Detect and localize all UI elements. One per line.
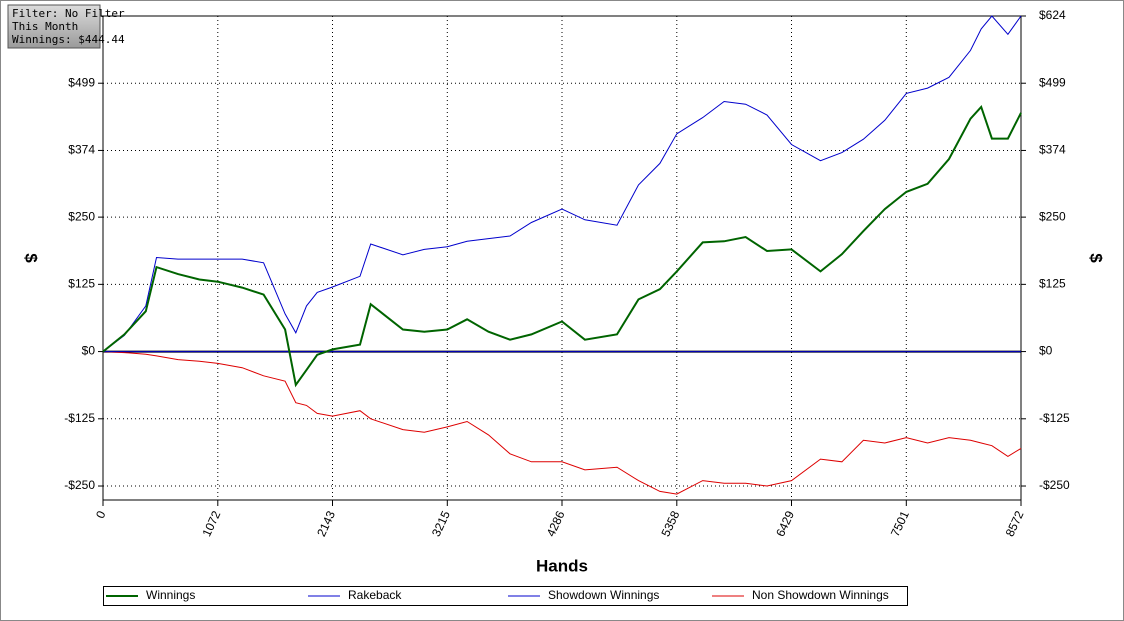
series-line <box>102 104 1022 388</box>
y-axis-title: $ <box>22 253 41 263</box>
y2-tick-label: $624 <box>1039 8 1066 22</box>
y2-tick-label: $250 <box>1039 209 1066 223</box>
info-box-bg <box>7 4 101 49</box>
series-line <box>102 351 1022 495</box>
y2-tick-label: $499 <box>1039 75 1066 89</box>
legend-label: Rakeback <box>348 588 402 602</box>
lines <box>102 15 1022 495</box>
y2-axis-title: $ <box>1087 253 1106 263</box>
y2-tick-label: -$250 <box>1039 478 1070 492</box>
y-tick-label: -$125 <box>64 411 95 425</box>
y-tick-label: $0 <box>82 344 96 358</box>
info-line: This Month <box>12 20 78 33</box>
info-line: Filter: No Filter <box>12 7 125 20</box>
legend-label: Non Showdown Winnings <box>752 588 889 602</box>
legend-items: Winnings Rakeback Showdown Winnings Non Sho… <box>106 588 889 602</box>
legend <box>103 586 908 606</box>
y-tick-label: $499 <box>68 75 95 89</box>
legend-label: Showdown Winnings <box>548 588 659 602</box>
y-tick-label: -$250 <box>64 478 95 492</box>
y-tick-label: $125 <box>68 277 95 291</box>
info-line: Winnings: $444.44 <box>12 33 125 46</box>
y2-tick-label: $125 <box>1039 277 1066 291</box>
legend-label: Winnings <box>146 588 195 602</box>
info-box: Filter: No Filter This Month Winnings: $… <box>7 4 125 49</box>
series-line <box>102 15 1022 352</box>
y-tick-label: $374 <box>68 143 95 157</box>
x-axis-title: Hands <box>536 556 588 575</box>
y2-tick-label: $0 <box>1039 344 1053 358</box>
y-tick-label: $250 <box>68 209 95 223</box>
y2-tick-label: $374 <box>1039 143 1066 157</box>
y2-tick-label: -$125 <box>1039 411 1070 425</box>
